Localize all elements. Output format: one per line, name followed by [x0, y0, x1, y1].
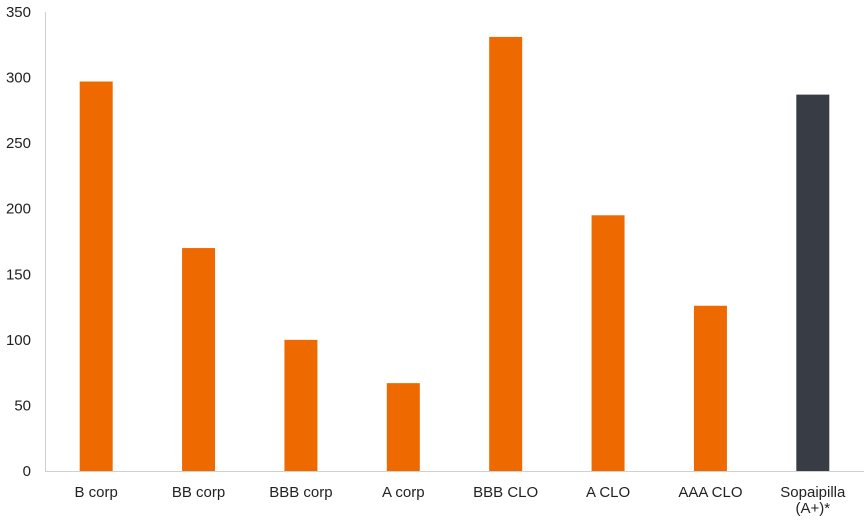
x-tick-label-line: A corp: [382, 484, 425, 501]
bar: [591, 215, 625, 471]
x-tick-label: BB corp: [172, 484, 225, 501]
x-tick-label-line: AAA CLO: [678, 484, 742, 501]
bar: [182, 248, 216, 471]
y-tick-label: 0: [23, 463, 31, 480]
bar: [284, 339, 318, 471]
x-tick-label: Sopaipilla (A+)*: [780, 484, 846, 517]
bar: [796, 94, 830, 472]
y-tick-label: 50: [14, 397, 31, 414]
y-tick-label: 200: [6, 201, 31, 218]
y-tick-label: 100: [6, 332, 31, 349]
bars: [79, 36, 830, 472]
bar: [386, 383, 420, 471]
x-tick-label: BBB corp: [269, 484, 332, 501]
x-axis-ticks: B corp BB corp BBB corp A corp BBB CLO A CLO A…: [75, 484, 846, 517]
y-tick-label: 350: [6, 4, 31, 21]
y-tick-label: 150: [6, 266, 31, 283]
x-tick-label-line: BB corp: [172, 484, 225, 501]
x-tick-label-line: (A+)*: [796, 500, 831, 517]
x-tick-label-line: BBB CLO: [473, 484, 538, 501]
y-tick-label: 300: [6, 70, 31, 87]
x-tick-label: B corp: [75, 484, 118, 501]
x-tick-label: A CLO: [586, 484, 630, 501]
bar: [489, 36, 523, 471]
y-tick-label: 250: [6, 135, 31, 152]
x-tick-label: A corp: [382, 484, 425, 501]
x-tick-label-line: BBB corp: [269, 484, 332, 501]
x-tick-label: BBB CLO: [473, 484, 538, 501]
bar: [79, 81, 113, 472]
bar: [693, 305, 727, 471]
x-tick-label-line: Sopaipilla: [780, 484, 846, 501]
x-tick-label: AAA CLO: [678, 484, 742, 501]
y-axis-ticks: 0 50 100 150 200 250 300 350: [6, 4, 31, 480]
x-tick-label-line: B corp: [75, 484, 118, 501]
x-tick-label-line: A CLO: [586, 484, 630, 501]
